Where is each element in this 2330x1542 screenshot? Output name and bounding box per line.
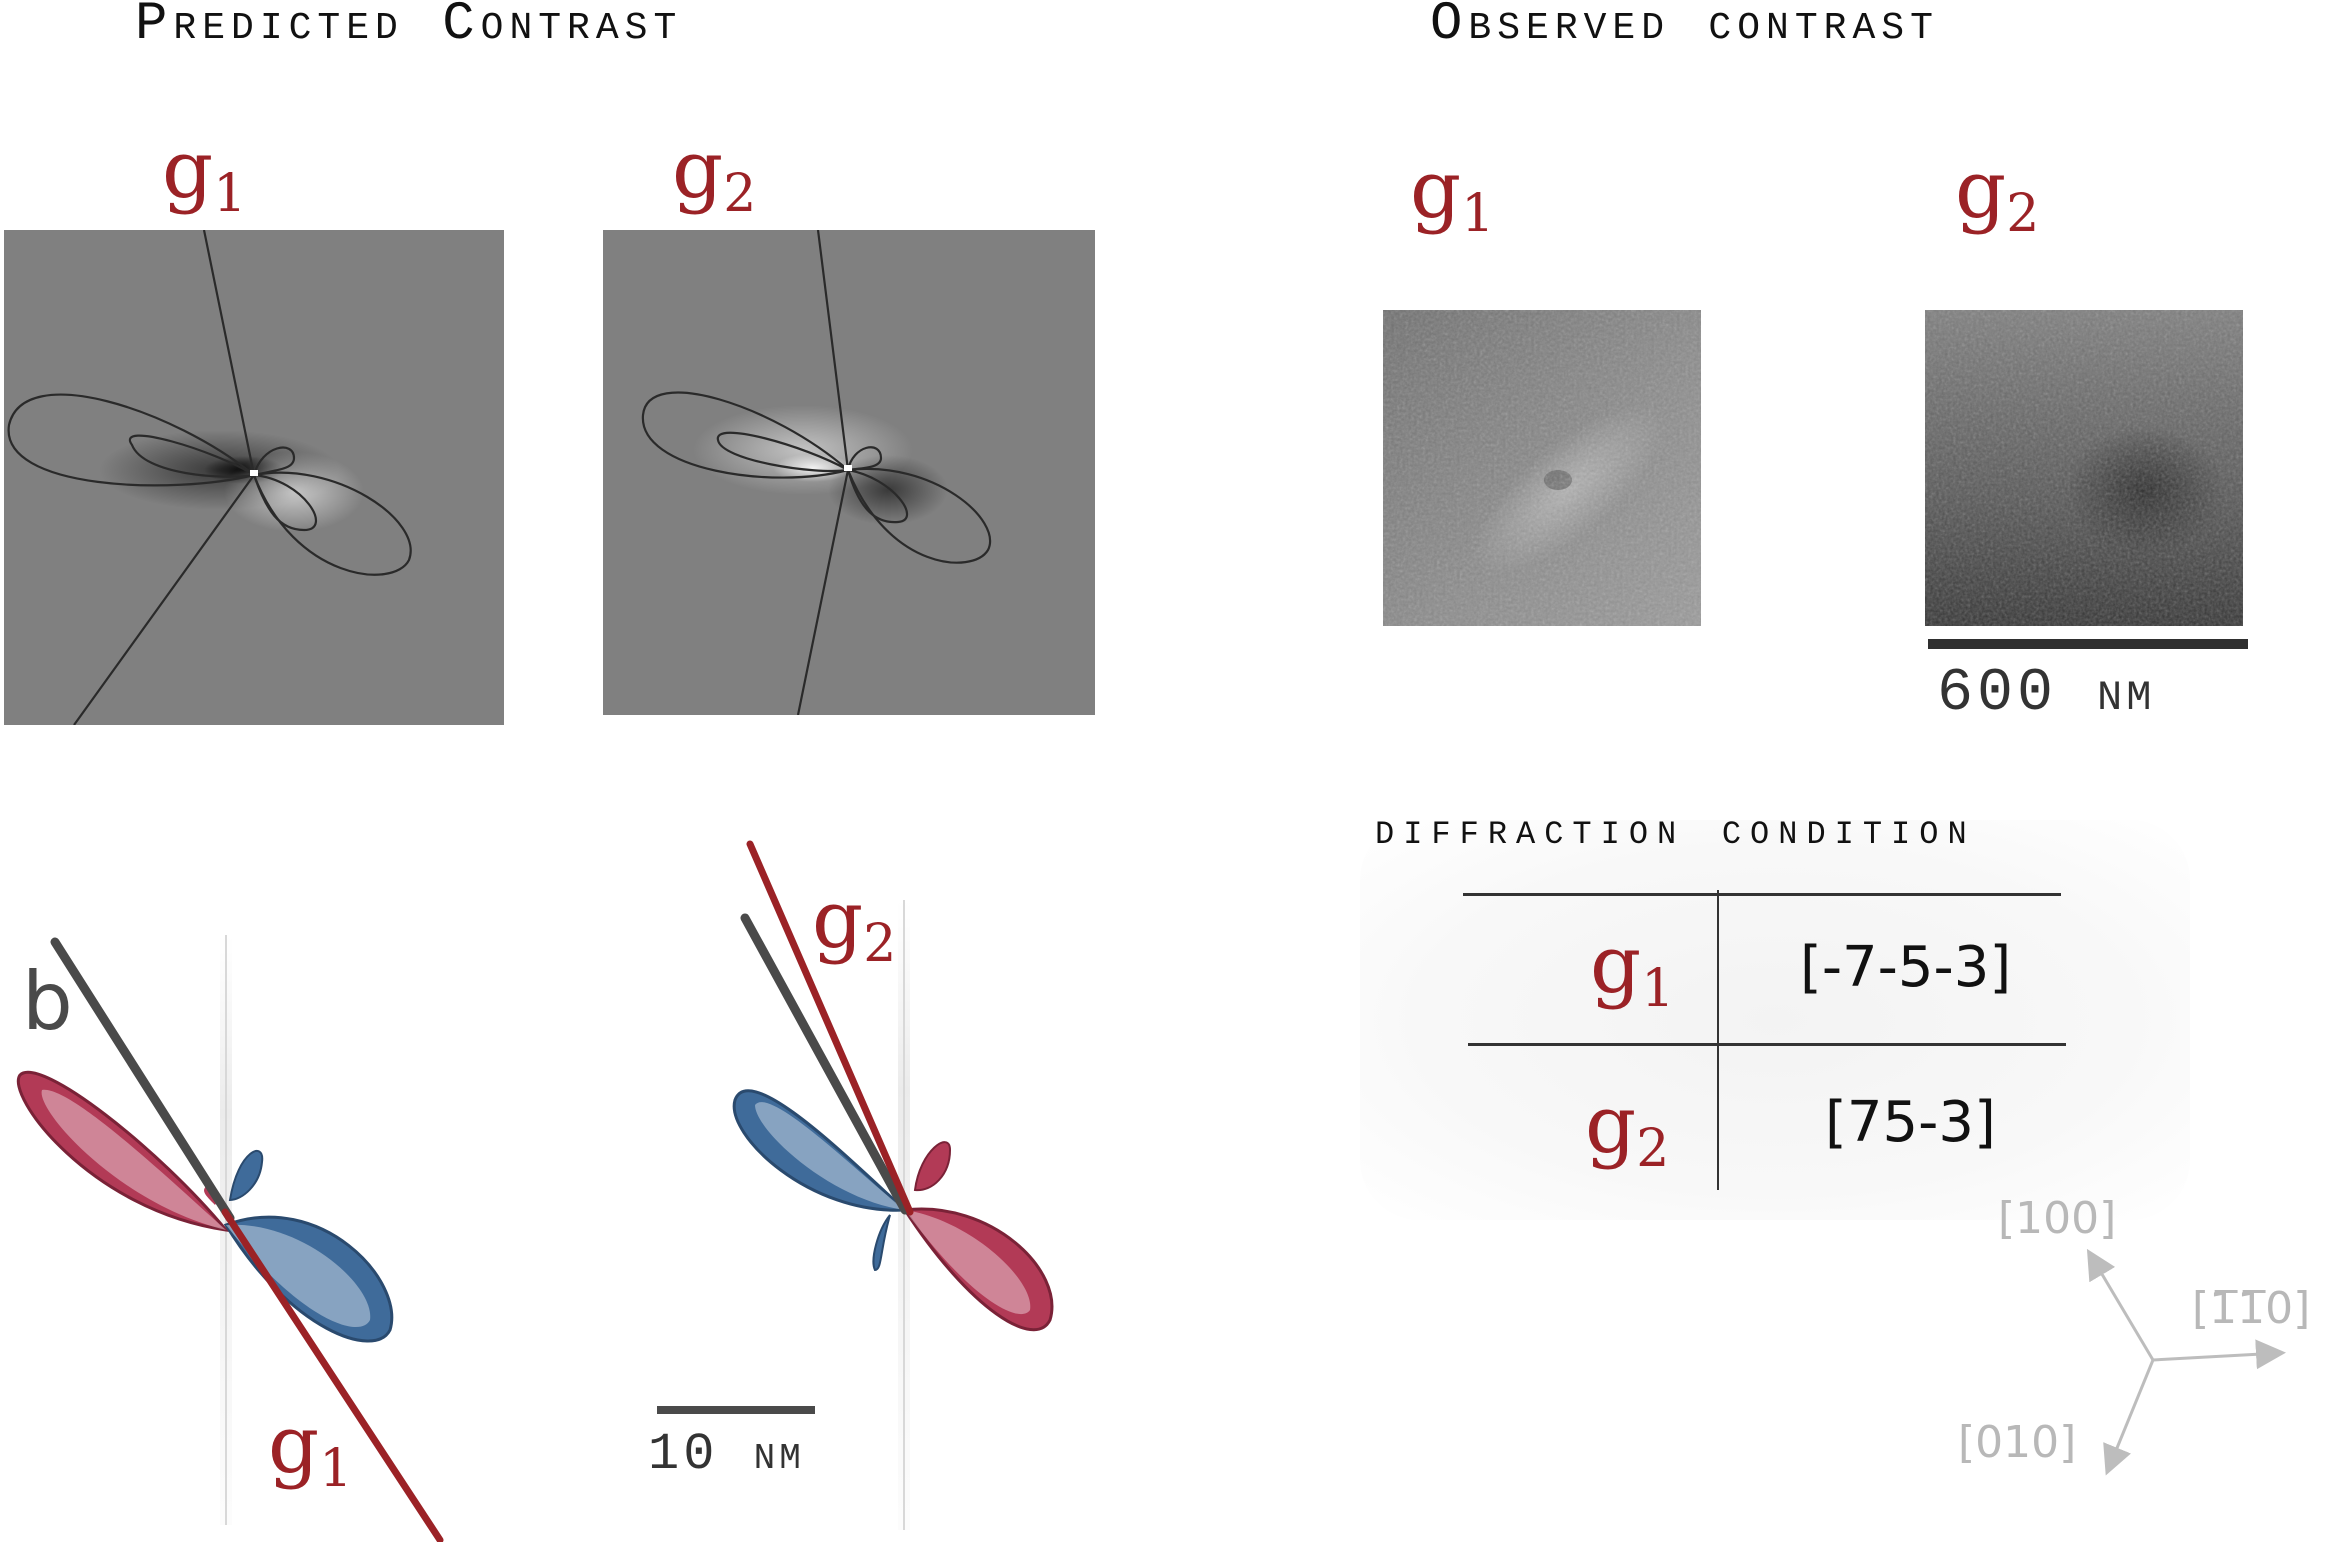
observed-scale-bar (1928, 639, 2248, 649)
model-g1-label: g1 (268, 1398, 353, 1499)
model-g2-label: g2 (812, 873, 897, 974)
table-row-g2-label: g2 (1585, 1078, 1670, 1179)
table-top-rule (1463, 893, 2061, 896)
table-row-g1-label: g1 (1590, 918, 1675, 1019)
predicted-g2-label: g2 (672, 123, 757, 224)
observed-contrast-heading: Observed contrast (1430, 0, 1939, 55)
model-scale-bar (657, 1406, 815, 1414)
table-vertical-rule (1717, 890, 1719, 1190)
axis-label-110bar: [1̅1̅0] (2192, 1283, 2311, 1334)
dislocation-model-g1 (16, 935, 444, 1542)
observed-g2-label: g2 (1955, 143, 2040, 244)
predicted-g1-label: g1 (162, 123, 247, 224)
axis-label-010: [010] (1958, 1417, 2077, 1468)
table-row-g2-value: [75-3] (1825, 1090, 1996, 1155)
predicted-contrast-image-g2 (603, 230, 1095, 715)
burgers-vector-label: b (22, 955, 73, 1048)
table-middle-rule (1468, 1043, 2066, 1046)
crystal-axes-arrows (2086, 1248, 2286, 1476)
model-scale-bar-label: 10 nm (648, 1425, 805, 1484)
observed-contrast-image-g1 (1383, 310, 1701, 626)
axis-label-100: [100] (1998, 1193, 2117, 1244)
predicted-contrast-image-g1 (4, 230, 504, 725)
table-row-g1-value: [-7-5-3] (1800, 935, 2012, 1000)
observed-contrast-image-g2 (1925, 310, 2243, 626)
observed-scale-bar-label: 600 nm (1937, 660, 2156, 728)
dislocation-model-g2 (732, 840, 1054, 1530)
diffraction-table-title: diffraction condition (1375, 805, 1976, 857)
predicted-contrast-heading: Predicted Contrast (135, 0, 683, 55)
observed-g1-label: g1 (1410, 143, 1495, 244)
diffraction-table-backdrop (1360, 820, 2190, 1220)
